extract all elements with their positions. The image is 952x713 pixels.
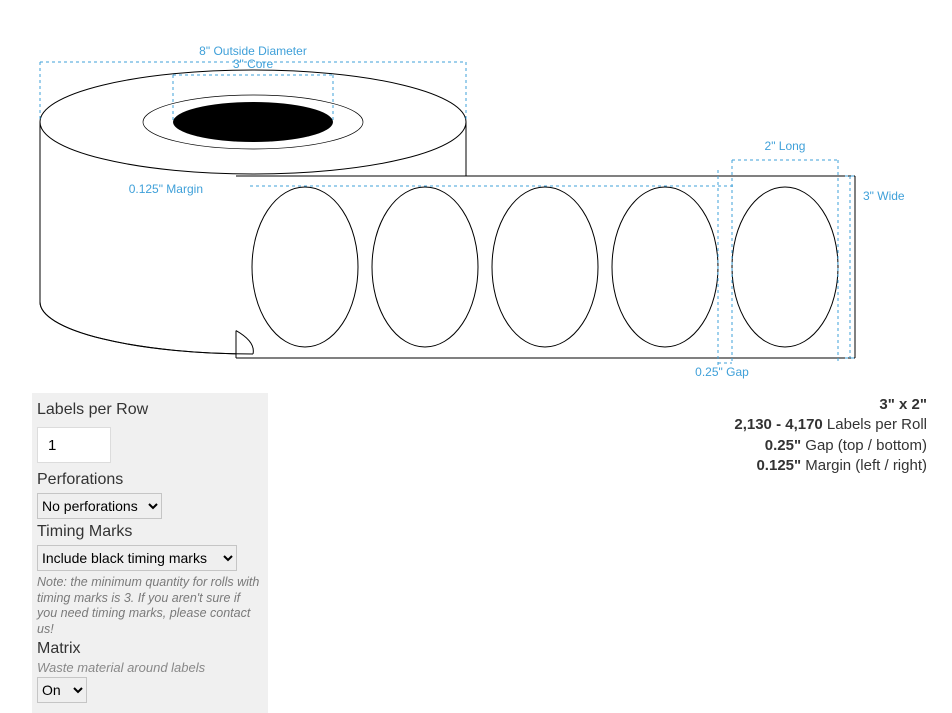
matrix-sublabel: Waste material around labels <box>37 660 263 675</box>
svg-text:3" Core: 3" Core <box>233 57 274 71</box>
labels-per-row-input[interactable] <box>37 427 111 463</box>
spec-size: 3" x 2" <box>734 395 927 415</box>
matrix-label: Matrix <box>37 640 263 658</box>
svg-text:0.125" Margin: 0.125" Margin <box>129 182 203 196</box>
spec-labels-per-roll: 2,130 - 4,170 Labels per Roll <box>734 415 927 435</box>
matrix-select[interactable]: On <box>37 677 87 703</box>
labels-per-row-label: Labels per Row <box>37 401 263 419</box>
label-roll-diagram: 8" Outside Diameter3" Core 0.125" Margin 2… <box>0 0 952 390</box>
svg-text:3" Wide: 3" Wide <box>863 189 905 203</box>
spec-gap: 0.25" Gap (top / bottom) <box>734 436 927 456</box>
perforations-select[interactable]: No perforations <box>37 493 162 519</box>
perforations-label: Perforations <box>37 471 263 489</box>
svg-text:8" Outside Diameter: 8" Outside Diameter <box>199 44 307 58</box>
timing-marks-select[interactable]: Include black timing marks <box>37 545 237 571</box>
options-panel: Labels per Row Perforations No perforati… <box>32 393 268 713</box>
timing-marks-label: Timing Marks <box>37 523 263 541</box>
spec-margin: 0.125" Margin (left / right) <box>734 456 927 476</box>
timing-marks-note: Note: the minimum quantity for rolls wit… <box>37 575 263 638</box>
svg-text:0.25" Gap: 0.25" Gap <box>695 365 749 379</box>
spec-summary: 3" x 2" 2,130 - 4,170 Labels per Roll 0.… <box>734 395 927 476</box>
svg-text:2" Long: 2" Long <box>765 139 806 153</box>
